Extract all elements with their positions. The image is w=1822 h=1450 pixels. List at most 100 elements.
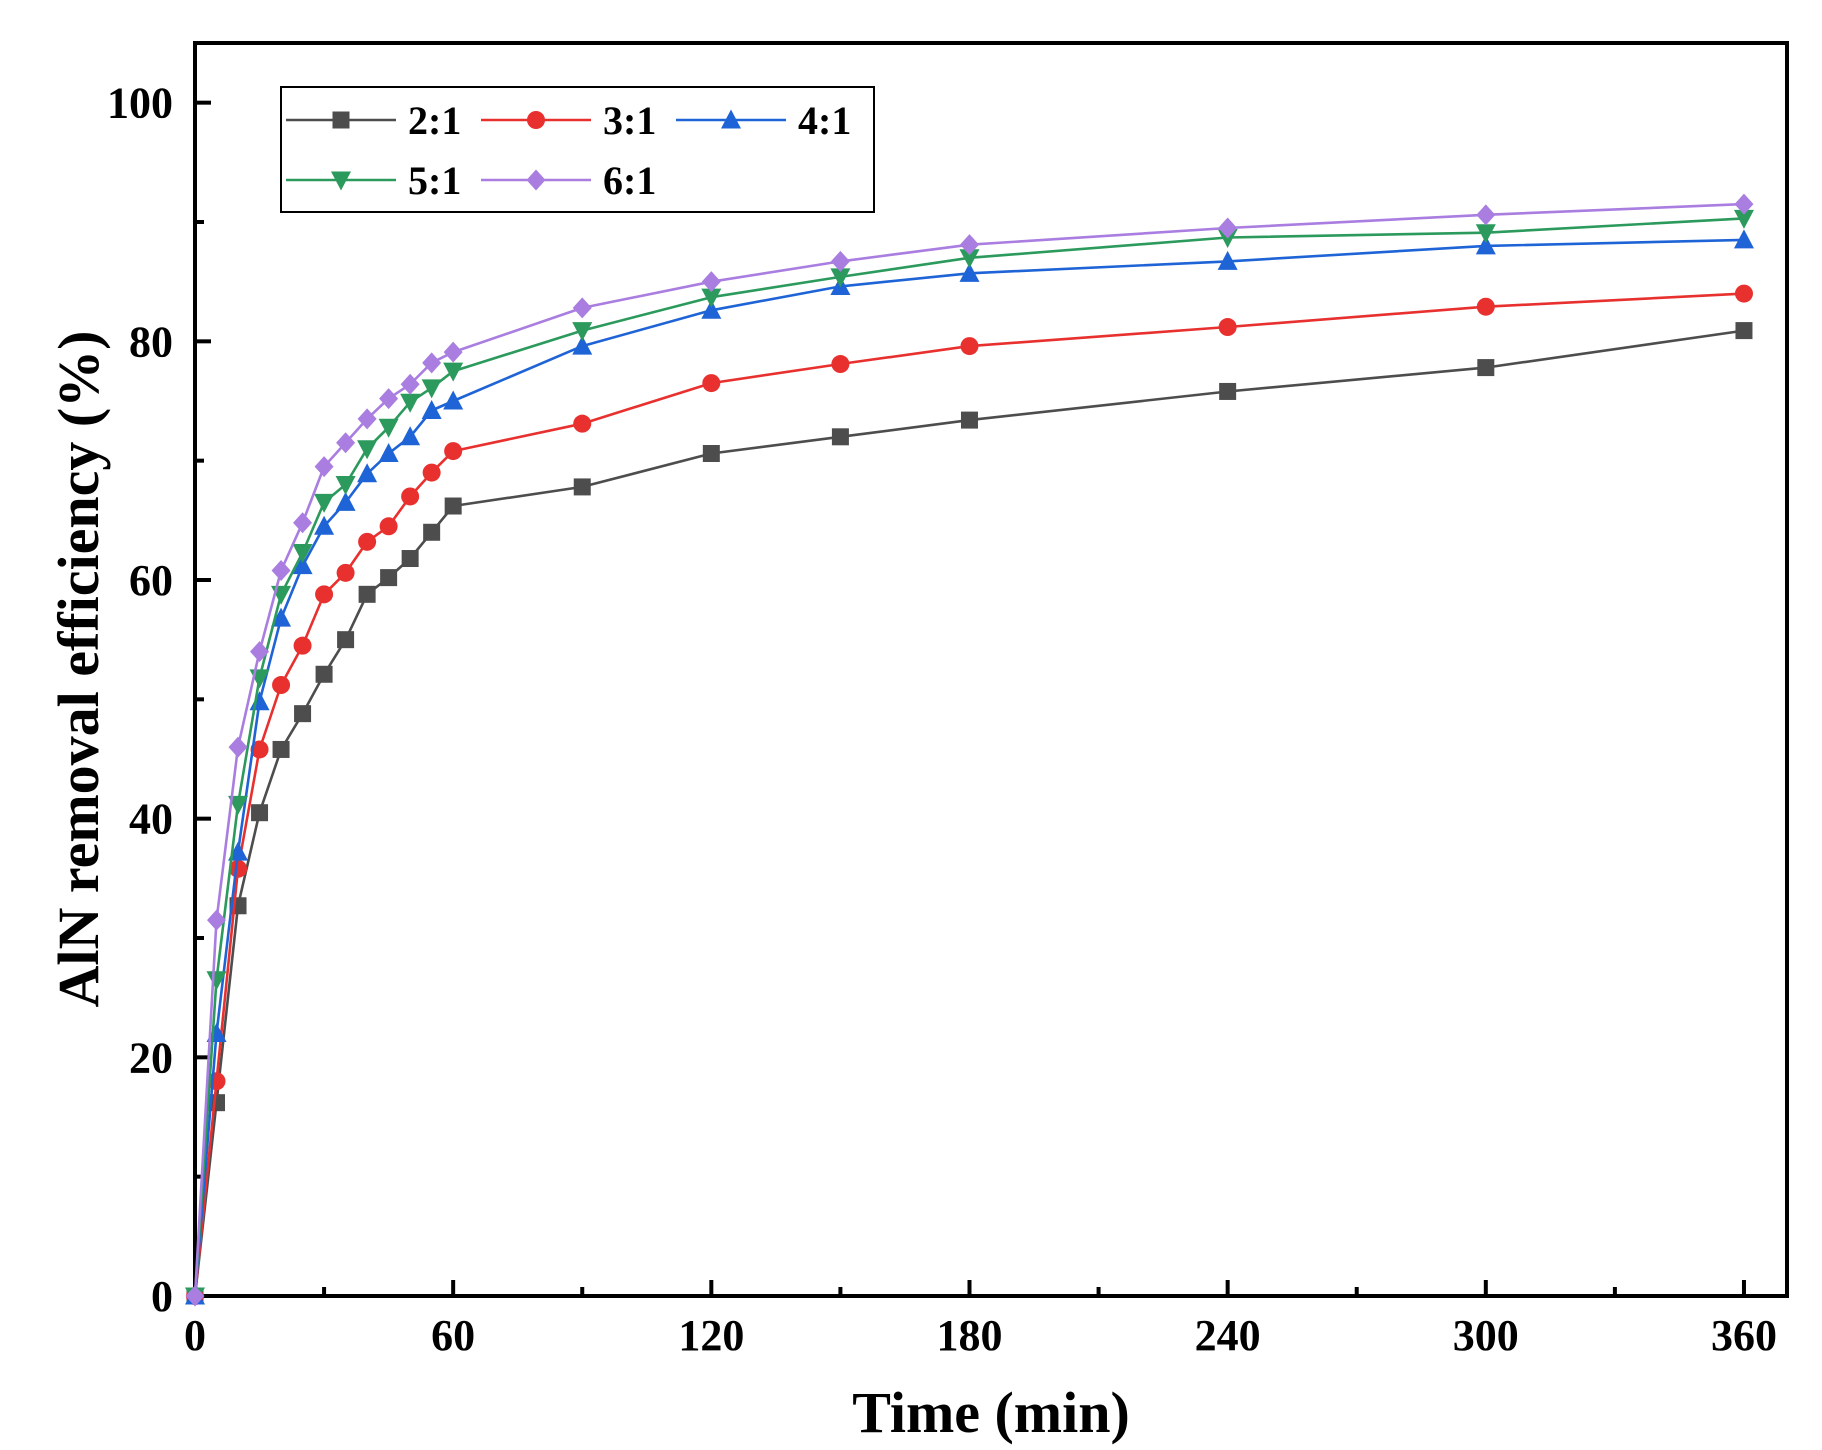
legend-label: 5:1	[408, 158, 461, 203]
legend-item-4-1: 4:1	[676, 98, 851, 143]
data-point-6-1	[959, 234, 979, 256]
data-point-5-1	[443, 362, 464, 382]
data-point-5-1	[206, 971, 227, 991]
data-point-2-1	[380, 569, 398, 587]
data-point-4-1	[1475, 235, 1496, 255]
data-point-4-1	[335, 491, 356, 511]
data-point-2-1	[831, 428, 849, 446]
series-3-1	[186, 284, 1753, 1305]
data-point-5-1	[572, 322, 593, 342]
data-point-3-1	[1218, 318, 1237, 337]
legend-item-6-1: 6:1	[481, 158, 656, 203]
data-point-2-1	[272, 740, 290, 758]
data-point-6-1	[1476, 204, 1496, 226]
data-point-5-1	[314, 493, 335, 513]
data-point-6-1	[443, 341, 463, 363]
data-point-5-1	[228, 795, 249, 815]
x-tick-label: 180	[936, 1311, 1002, 1360]
data-point-4-1	[228, 841, 249, 861]
data-point-5-1	[335, 476, 356, 496]
data-point-4-1	[1733, 229, 1754, 249]
x-tick-label: 60	[431, 1311, 475, 1360]
data-point-2-1	[423, 523, 441, 541]
data-point-2-1	[315, 665, 333, 683]
legend-marker	[526, 169, 546, 191]
data-point-5-1	[1475, 224, 1496, 244]
data-point-6-1	[314, 456, 334, 478]
data-point-4-1	[421, 400, 442, 420]
legend-marker	[332, 111, 350, 129]
data-point-4-1	[271, 607, 292, 627]
data-point-3-1	[293, 636, 312, 655]
data-point-3-1	[336, 563, 355, 582]
data-point-3-1	[272, 676, 291, 695]
data-point-2-1	[251, 804, 269, 822]
data-point-6-1	[357, 408, 377, 430]
series-5-1	[185, 209, 1754, 1307]
data-point-3-1	[401, 487, 420, 506]
data-point-3-1	[358, 532, 377, 551]
y-axis-title: AlN removal efficiency (%)	[46, 331, 111, 1008]
data-point-2-1	[573, 478, 591, 496]
data-point-5-1	[959, 249, 980, 269]
series-line-2-1	[193, 329, 1745, 1297]
legend-label: 6:1	[603, 158, 656, 203]
data-point-4-1	[249, 691, 270, 711]
data-point-3-1	[831, 355, 850, 374]
data-point-4-1	[314, 515, 335, 535]
data-point-6-1	[293, 512, 313, 534]
y-tick-label: 40	[129, 795, 173, 844]
data-point-3-1	[422, 463, 441, 482]
data-point-5-1	[292, 544, 313, 564]
y-tick-label: 0	[151, 1272, 173, 1321]
data-point-6-1	[1734, 193, 1754, 215]
data-point-2-1	[1477, 359, 1495, 377]
legend-label: 4:1	[798, 98, 851, 143]
data-point-3-1	[573, 414, 592, 433]
data-point-3-1	[250, 740, 269, 759]
x-tick-label: 300	[1453, 1311, 1519, 1360]
series-line-4-1	[193, 238, 1745, 1297]
series-line-5-1	[193, 217, 1745, 1297]
y-tick-label: 20	[129, 1033, 173, 1082]
series-4-1	[185, 229, 1754, 1305]
data-point-6-1	[572, 297, 592, 319]
y-tick-label: 80	[129, 317, 173, 366]
data-point-4-1	[400, 426, 421, 446]
data-point-5-1	[1217, 229, 1238, 249]
tick-labels-group: 0 60 120 180 240 300 360 0 20 40 60 80 100	[107, 79, 1777, 1360]
series-line-6-1	[193, 202, 1745, 1297]
series-2-1	[186, 322, 1753, 1305]
data-point-3-1	[1734, 284, 1753, 303]
x-tick-label: 360	[1711, 1311, 1777, 1360]
data-point-4-1	[443, 390, 464, 410]
data-point-5-1	[400, 393, 421, 413]
x-tick-label: 120	[678, 1311, 744, 1360]
data-point-6-1	[228, 736, 248, 758]
data-point-2-1	[1219, 382, 1237, 400]
x-tick-label: 0	[184, 1311, 206, 1360]
data-point-6-1	[207, 909, 227, 931]
data-point-5-1	[701, 288, 722, 308]
legend-label: 2:1	[408, 98, 461, 143]
data-point-2-1	[702, 445, 720, 463]
data-point-3-1	[315, 585, 334, 604]
y-tick-label: 60	[129, 556, 173, 605]
data-point-2-1	[294, 705, 312, 723]
data-point-4-1	[572, 335, 593, 355]
data-point-2-1	[960, 411, 978, 429]
x-axis-title: Time (min)	[852, 1380, 1130, 1445]
data-point-4-1	[378, 443, 399, 463]
data-point-2-1	[1735, 322, 1753, 340]
data-point-6-1	[379, 388, 399, 410]
series-group	[185, 193, 1754, 1307]
data-point-3-1	[379, 517, 398, 536]
data-point-5-1	[357, 440, 378, 460]
data-point-3-1	[1476, 297, 1495, 316]
data-point-5-1	[421, 379, 442, 399]
data-point-2-1	[337, 631, 355, 649]
data-point-6-1	[336, 432, 356, 454]
data-point-6-1	[701, 271, 721, 293]
x-tick-label: 240	[1195, 1311, 1261, 1360]
